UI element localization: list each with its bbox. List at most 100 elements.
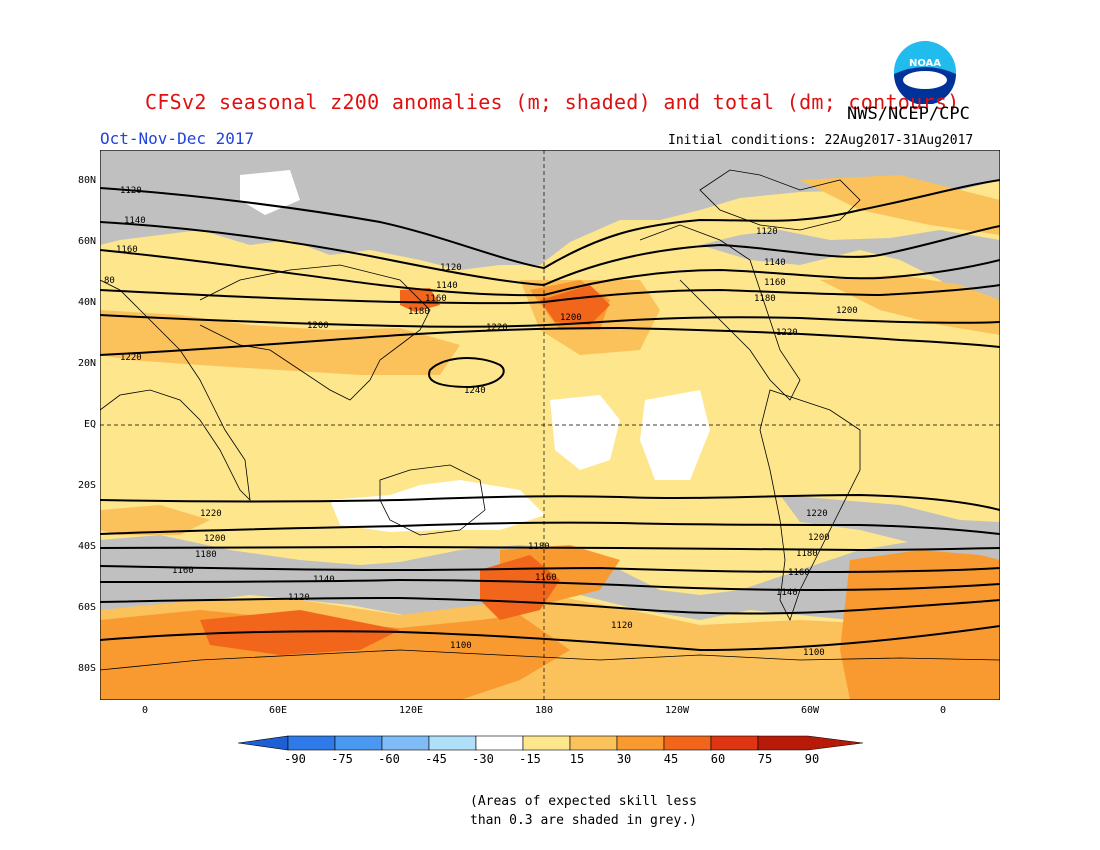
lon-label: 0 [939,705,947,716]
contour-label: 1140 [313,575,335,585]
anomaly-map: 1120 1140 1160 80 1120 1140 1160 1180 12… [100,150,1000,700]
lat-label: 60N [77,236,96,247]
initial-conditions: Initial conditions: 22Aug2017-31Aug2017 [668,133,974,148]
contour-label: 1100 [803,648,825,658]
colorbar-tick: -15 [519,752,541,766]
contour-label: 1160 [788,568,810,578]
contour-label: 1160 [535,573,557,583]
orange-region-6 [100,505,210,535]
contour-label: 1180 [195,550,217,560]
colorbar-tick: 60 [710,752,726,766]
colorbar-cell [428,735,477,751]
contour-label: 1160 [172,566,194,576]
lon-label: 60E [268,705,288,716]
contour-label: 1100 [450,641,472,651]
white-region-3 [330,480,545,532]
red-region-1 [200,610,400,655]
logo-text: NOAA [909,58,941,69]
colorbar-tick: 30 [616,752,632,766]
lat-label: 80S [77,663,96,674]
contour-label: 1220 [120,353,142,363]
colorbar-tick: -60 [378,752,400,766]
skill-note-line2: than 0.3 are shaded in grey.) [470,813,697,828]
lat-label: 60S [77,602,96,613]
contour-label: 1220 [486,323,508,333]
contour-label: 1160 [425,294,447,304]
contour-label: 1120 [120,186,142,196]
contour-label: 1140 [776,588,798,598]
contour-label: 1140 [436,281,458,291]
colorbar-tick: -90 [284,752,306,766]
colorbar-tick: -30 [472,752,494,766]
colorbar [238,735,863,751]
noaa-logo: NOAA [893,40,957,105]
skill-note: (Areas of expected skill less than 0.3 a… [470,792,697,830]
white-region-1 [550,395,620,470]
grey-region-southpacific [780,495,1000,550]
period-label: Oct-Nov-Dec 2017 [100,129,255,148]
colorbar-cell [663,735,712,751]
colorbar-tick: 45 [663,752,679,766]
contour-label: 1120 [756,227,778,237]
lon-label: 60W [800,705,820,716]
contour-label: 1200 [204,534,226,544]
lon-label: 120W [664,705,690,716]
agency-label: NWS/NCEP/CPC [847,104,970,124]
colorbar-tick: 90 [804,752,820,766]
colorbar-cell [334,735,383,751]
colorbar-arrow-high [757,735,863,751]
contour-label: 1200 [307,321,329,331]
contour-label: 1160 [116,245,138,255]
lat-label: 80N [77,175,96,186]
lat-label: 20N [77,358,96,369]
colorbar-arrow-low [238,735,289,751]
contour-label: 1220 [200,509,222,519]
contour-label: 1140 [764,258,786,268]
colorbar-cell [475,735,524,751]
colorbar-tick: -75 [331,752,353,766]
contour-label: 1200 [808,533,830,543]
contour-label: 1200 [560,313,582,323]
contour-label: 1180 [754,294,776,304]
contour-label: 1160 [764,278,786,288]
lat-label: 40S [77,541,96,552]
colorbar-cell [710,735,759,751]
lat-label: EQ [83,419,96,430]
contour-label: 1220 [806,509,828,519]
contour-label: 1180 [408,307,430,317]
lat-label: 40N [77,297,96,308]
height-contours [100,179,1000,652]
colorbar-tick: -45 [425,752,447,766]
contour-label: 80 [104,276,115,286]
contour-label: 1120 [611,621,633,631]
white-region-2 [640,390,710,480]
contour-labels: 1120 1140 1160 80 1120 1140 1160 1180 12… [104,186,858,658]
contour-label: 1180 [796,549,818,559]
colorbar-tick: 75 [757,752,773,766]
colorbar-cell [616,735,665,751]
colorbar-cell [522,735,571,751]
orange-region-1 [100,310,460,375]
chart-title: CFSv2 seasonal z200 anomalies (m; shaded… [145,90,960,114]
skill-note-line1: (Areas of expected skill less [470,794,697,809]
lon-label: 120E [398,705,424,716]
grey-region-arctic [100,150,1000,270]
contour-label: 1200 [836,306,858,316]
lat-label: 20S [77,480,96,491]
contour-label: 1120 [440,263,462,273]
lon-label: 0 [141,705,149,716]
contour-label: 1140 [124,216,146,226]
colorbar-tick: 15 [569,752,585,766]
contour-label: 1220 [776,328,798,338]
contour-label: 1120 [288,593,310,603]
dark-orange-region-3 [840,550,1000,700]
red-region-3 [540,285,610,325]
contour-1240-closed [428,357,505,389]
contour-label: 1180 [528,542,550,552]
grey-region-na [700,230,1000,325]
colorbar-cell [569,735,618,751]
contour-label: 1240 [464,386,486,396]
lon-label: 180 [534,705,554,716]
colorbar-cell [287,735,336,751]
colorbar-cell [381,735,430,751]
